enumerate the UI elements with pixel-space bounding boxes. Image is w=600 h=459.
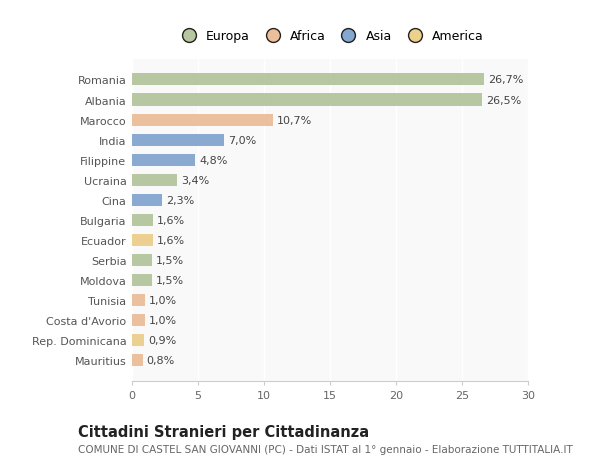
Text: COMUNE DI CASTEL SAN GIOVANNI (PC) - Dati ISTAT al 1° gennaio - Elaborazione TUT: COMUNE DI CASTEL SAN GIOVANNI (PC) - Dat… bbox=[78, 444, 573, 454]
Bar bbox=[132, 294, 145, 306]
Bar bbox=[132, 334, 144, 347]
Bar bbox=[132, 354, 143, 366]
Legend: Europa, Africa, Asia, America: Europa, Africa, Asia, America bbox=[173, 28, 487, 45]
Bar bbox=[132, 214, 153, 226]
Bar bbox=[132, 134, 224, 146]
Bar bbox=[132, 114, 273, 126]
Bar bbox=[132, 174, 177, 186]
Text: Cittadini Stranieri per Cittadinanza: Cittadini Stranieri per Cittadinanza bbox=[78, 425, 369, 440]
Bar bbox=[132, 274, 152, 286]
Bar bbox=[132, 235, 153, 246]
Bar bbox=[132, 314, 145, 326]
Bar bbox=[132, 94, 482, 106]
Text: 26,7%: 26,7% bbox=[488, 75, 524, 85]
Text: 1,5%: 1,5% bbox=[156, 255, 184, 265]
Bar bbox=[132, 154, 196, 166]
Text: 2,3%: 2,3% bbox=[166, 196, 194, 205]
Text: 1,5%: 1,5% bbox=[156, 275, 184, 285]
Text: 1,6%: 1,6% bbox=[157, 235, 185, 245]
Text: 3,4%: 3,4% bbox=[181, 175, 209, 185]
Text: 10,7%: 10,7% bbox=[277, 115, 313, 125]
Text: 1,0%: 1,0% bbox=[149, 295, 177, 305]
Text: 0,9%: 0,9% bbox=[148, 336, 176, 345]
Text: 0,8%: 0,8% bbox=[146, 355, 175, 365]
Bar bbox=[132, 254, 152, 266]
Text: 1,6%: 1,6% bbox=[157, 215, 185, 225]
Text: 1,0%: 1,0% bbox=[149, 315, 177, 325]
Bar bbox=[132, 74, 484, 86]
Bar bbox=[132, 194, 163, 206]
Text: 26,5%: 26,5% bbox=[486, 95, 521, 105]
Text: 7,0%: 7,0% bbox=[229, 135, 257, 146]
Text: 4,8%: 4,8% bbox=[199, 155, 227, 165]
